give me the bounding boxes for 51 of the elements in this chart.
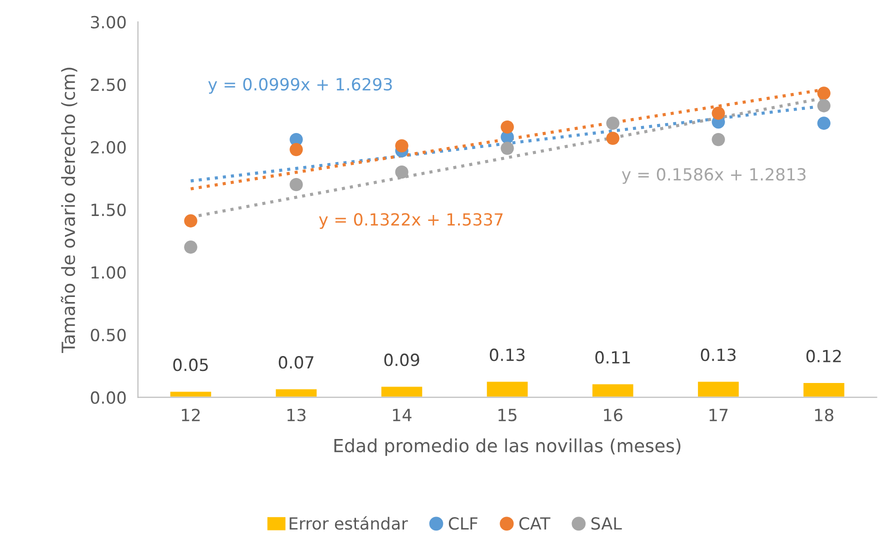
point — [817, 99, 830, 112]
point — [290, 142, 303, 156]
point — [395, 139, 408, 152]
text: 2.00 — [90, 141, 126, 154]
point — [500, 120, 514, 134]
x-tick-label: 18 — [815, 408, 834, 422]
bar — [486, 380, 530, 398]
x-tick-label: 16 — [604, 408, 622, 422]
point — [606, 116, 620, 130]
text: 3.00 — [91, 16, 126, 28]
bar — [802, 382, 846, 398]
annotation: y = 0.0999x + 1.6293 — [208, 78, 392, 94]
point — [817, 86, 830, 100]
text: 0.50 — [90, 328, 126, 342]
data-label: 0.07 — [278, 356, 314, 369]
data-label: 0.13 — [700, 348, 736, 362]
point — [184, 240, 198, 254]
x-tick-label: 12 — [182, 408, 200, 422]
text: 2.50 — [90, 78, 126, 92]
point — [712, 106, 725, 120]
legend-label: SAL — [591, 517, 622, 530]
bar — [591, 382, 635, 398]
bar — [274, 388, 318, 398]
bar — [696, 380, 740, 398]
text: 1.00 — [92, 266, 126, 279]
point — [500, 142, 514, 155]
text: 1.50 — [92, 204, 126, 216]
text: 0.00 — [90, 391, 126, 404]
point — [606, 132, 620, 145]
point — [184, 214, 198, 228]
data-label: 0.05 — [173, 358, 208, 372]
annotation: y = 0.1322x + 1.5337 — [319, 213, 503, 229]
x-axis-title: Edad promedio de las novillas (meses) — [334, 438, 680, 456]
x-tick-label: 14 — [393, 408, 412, 422]
x-tick-label: 13 — [287, 408, 306, 422]
point — [395, 165, 408, 179]
x-tick-label: 15 — [498, 408, 516, 422]
legend-label: CLF — [448, 517, 478, 530]
y-axis-title: Tamaño de ovario derecho (cm) — [60, 68, 78, 354]
point — [290, 178, 303, 192]
legend-label: CAT — [519, 517, 550, 530]
data-label: 0.12 — [806, 350, 841, 362]
annotation: y = 0.1586x + 1.2813 — [622, 168, 806, 184]
point — [712, 132, 725, 146]
data-label: 0.09 — [384, 354, 420, 366]
x-tick-label: 17 — [710, 408, 728, 422]
point — [817, 116, 830, 130]
data-label: 0.13 — [490, 348, 525, 362]
legend-label: Error estándar — [290, 516, 408, 530]
bar — [380, 385, 424, 398]
data-label: 0.11 — [595, 351, 630, 364]
